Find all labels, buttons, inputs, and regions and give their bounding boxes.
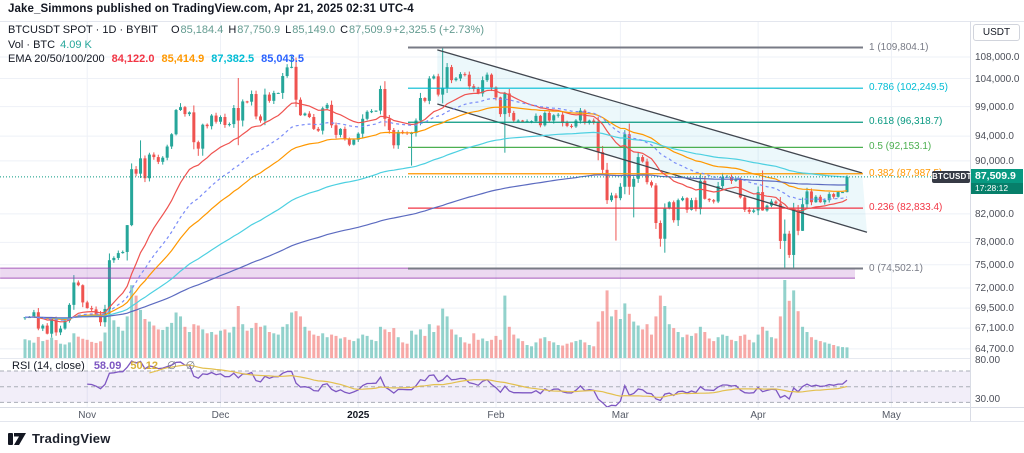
rsi-axis-label: 80.00 (975, 355, 1001, 367)
price-axis-label: 78,000.0 (975, 237, 1014, 249)
symbol-title[interactable]: BTCUSDT SPOT · 1D · BYBIT (8, 24, 158, 37)
volume-row: Vol · BTC 4.09 K (8, 38, 484, 53)
price-axis-label: 108,000.0 (975, 52, 1020, 63)
ema-row: EMA 20/50/100/200 84,122.0 85,414.9 87,382… (8, 52, 484, 67)
fib-level-label: 0 (74,502.1) (869, 262, 923, 274)
rsi-empty-marker-1: ∅ (167, 360, 177, 372)
time-axis-label: Mar (611, 410, 629, 421)
tradingview-logo[interactable]: TradingView (8, 431, 111, 446)
price-axis-label: 90,000.0 (975, 155, 1014, 167)
ohlc-close-label: C (340, 24, 349, 37)
price-axis-label: 75,000.0 (975, 259, 1014, 271)
rsi-ma-value: 50.12 (130, 360, 158, 372)
change-value: +2,325.5 (+2.73%) (392, 24, 484, 37)
ohlc-open-value: 85,184.4 (180, 24, 224, 37)
ohlc-open-label: O (170, 24, 180, 37)
current-price-value: 87,509.9 (971, 168, 1023, 183)
time-axis-label: Feb (487, 410, 505, 421)
ema-value: 87,382.5 (211, 53, 255, 66)
price-axis-label: 104,000.0 (975, 73, 1020, 85)
ema-values: 84,122.0 85,414.9 87,382.5 85,043.5 (105, 53, 304, 65)
volume-indicator-label[interactable]: Vol · BTC (8, 38, 56, 51)
price-axis-label: 72,000.0 (975, 282, 1014, 294)
price-line-symbol-pill: BTCUSDT (932, 170, 972, 183)
price-axis-label: 69,500.0 (975, 303, 1014, 315)
currency-axis-toggle[interactable]: USDT (973, 24, 1020, 41)
ema-value: 85,043.5 (261, 53, 304, 66)
rsi-empty-marker-2: ∅ (185, 360, 196, 372)
time-axis-label: Nov (78, 410, 97, 421)
symbol-row: BTCUSDT SPOT · 1D · BYBIT O 85,184.4 H 8… (8, 23, 484, 38)
price-axis-label: 99,000.0 (975, 101, 1014, 113)
price-axis-label: 82,000.0 (975, 208, 1014, 220)
tradingview-logo-text: TradingView (32, 431, 111, 446)
ohlc-low-value: 85,149.0 (292, 24, 336, 37)
fib-level-label: 0.382 (87,987.5) (869, 167, 943, 179)
fib-level-label: 1 (109,804.1) (869, 41, 929, 53)
volume-value: 4.09 K (60, 38, 92, 51)
time-axis-label: May (881, 410, 901, 421)
published-caption: Jake_Simmons published on TradingView.co… (8, 3, 414, 15)
bar-close-countdown: 17:28:12 (971, 182, 1023, 194)
fib-level-label: 0.786 (102,249.5) (869, 82, 948, 94)
ohlc-low-label: L (285, 24, 292, 37)
fib-level-label: 0.5 (92,153.1) (869, 141, 932, 153)
ohlc-close-value: 87,509.9 (349, 24, 392, 37)
ema-indicator-label[interactable]: EMA 20/50/100/200 (8, 53, 105, 66)
ohlc-high-label: H (228, 24, 237, 37)
fib-level-label: 0.236 (82,833.4) (869, 202, 943, 214)
ema-value: 84,122.0 (111, 53, 155, 66)
ema-value: 85,414.9 (161, 53, 205, 66)
rsi-axis-label: 30.00 (975, 394, 1001, 406)
rsi-indicator-label[interactable]: RSI (14, close) (12, 360, 85, 372)
time-axis-label: 2025 (347, 410, 370, 421)
rsi-value: 58.09 (93, 360, 122, 372)
price-axis-label: 64,700.0 (975, 343, 1014, 355)
chart-legend: BTCUSDT SPOT · 1D · BYBIT O 85,184.4 H 8… (8, 23, 484, 67)
fib-level-label: 0.618 (96,318.7) (869, 116, 943, 128)
rsi-legend: RSI (14, close) 58.09 50.12 ∅ ∅ (12, 359, 195, 372)
ohlc-high-value: 87,750.9 (237, 24, 281, 37)
time-axis-label: Dec (211, 410, 230, 421)
current-price-tag: 87,509.9 17:28:12 (971, 168, 1023, 194)
price-axis-label: 94,000.0 (975, 131, 1014, 143)
price-axis-label: 67,100.0 (975, 323, 1014, 335)
time-axis-label: Apr (750, 410, 766, 421)
tradingview-logo-icon (8, 432, 26, 445)
